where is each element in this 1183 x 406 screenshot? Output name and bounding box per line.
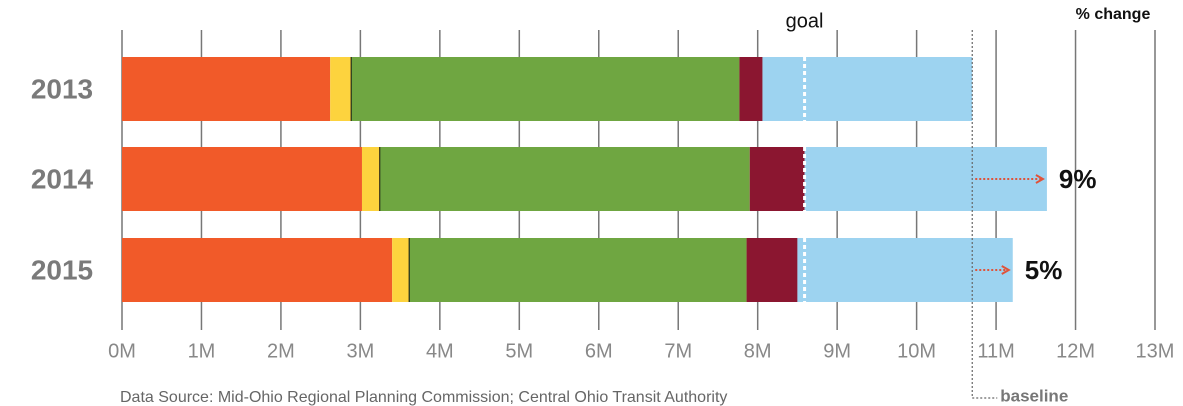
x-tick-label: 9M	[823, 340, 851, 362]
x-tick-label: 7M	[664, 340, 692, 362]
bar-segment	[739, 57, 763, 121]
bar-segment	[409, 238, 747, 302]
baseline-label: baseline	[1000, 386, 1068, 405]
change-label: 9%	[1059, 164, 1097, 194]
bar-segment	[762, 57, 973, 121]
y-tick-label: 2013	[31, 73, 93, 104]
x-tick-label: 5M	[505, 340, 533, 362]
y-tick-label: 2015	[31, 254, 93, 285]
x-tick-label: 13M	[1136, 340, 1175, 362]
bar-segment	[122, 147, 362, 211]
bars	[122, 57, 1047, 302]
bar-segment	[380, 147, 750, 211]
bar-segment	[122, 238, 393, 302]
x-tick-label: 6M	[585, 340, 613, 362]
x-tick-label: 11M	[977, 340, 1014, 362]
x-tick-label: 10M	[897, 340, 936, 362]
x-tick-label: 8M	[744, 340, 772, 362]
bar-segment	[746, 238, 798, 302]
change-title: % change	[1076, 6, 1151, 23]
y-tick-label: 2014	[31, 163, 94, 194]
x-tick-label: 3M	[346, 340, 374, 362]
annotations: 9% 5% goal baseline	[786, 10, 1097, 405]
change-label: 5%	[1025, 255, 1063, 285]
x-tick-label: 12M	[1056, 340, 1095, 362]
source: Data Source: Mid-Ohio Regional Planning …	[120, 389, 727, 406]
goal-label: goal	[786, 10, 824, 32]
x-tick-label: 2M	[267, 340, 295, 362]
x-tick-label: 1M	[188, 340, 216, 362]
bar-segment	[804, 147, 1047, 211]
bar-segment	[122, 57, 331, 121]
x-tick-label: 4M	[426, 340, 454, 362]
bar-segment	[330, 57, 352, 121]
bar-segment	[749, 147, 805, 211]
bar-segment	[351, 57, 740, 121]
bar-segment	[392, 238, 410, 302]
bar-segment	[361, 147, 381, 211]
x-tick-label: 0M	[108, 340, 136, 362]
